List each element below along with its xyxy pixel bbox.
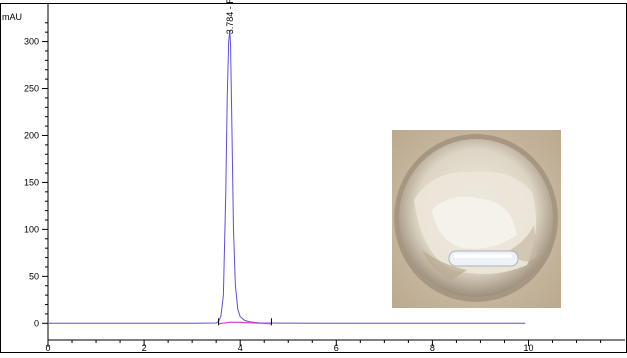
baseline-trace <box>218 321 272 325</box>
peak-label: 3.784 - RDX <box>225 0 235 34</box>
y-tick-label: 0 <box>34 318 39 328</box>
x-tick-label: 8 <box>430 343 435 353</box>
x-tick-label: 10 <box>524 343 534 353</box>
marks: 3.784 - RDX <box>218 0 272 326</box>
y-tick-label: 150 <box>24 177 39 187</box>
y-axis-title: mAU <box>2 12 22 22</box>
traces <box>48 30 526 325</box>
y-tick-label: 50 <box>29 271 39 281</box>
y-tick-label: 250 <box>24 84 39 94</box>
x-tick-label: 4 <box>238 343 243 353</box>
crucible-residue-photo-icon <box>392 130 561 308</box>
axes: 0 50 100 150 200 250 300 mAU 0 2 4 6 8 10 <box>2 4 625 353</box>
x-tick-label: 6 <box>334 343 339 353</box>
sample-photo <box>392 130 561 308</box>
y-tick-label: 200 <box>24 130 39 140</box>
x-tick-label: 2 <box>142 343 147 353</box>
y-tick-label: 100 <box>24 224 39 234</box>
y-tick-label: 300 <box>24 37 39 47</box>
x-tick-label: 0 <box>45 343 50 353</box>
